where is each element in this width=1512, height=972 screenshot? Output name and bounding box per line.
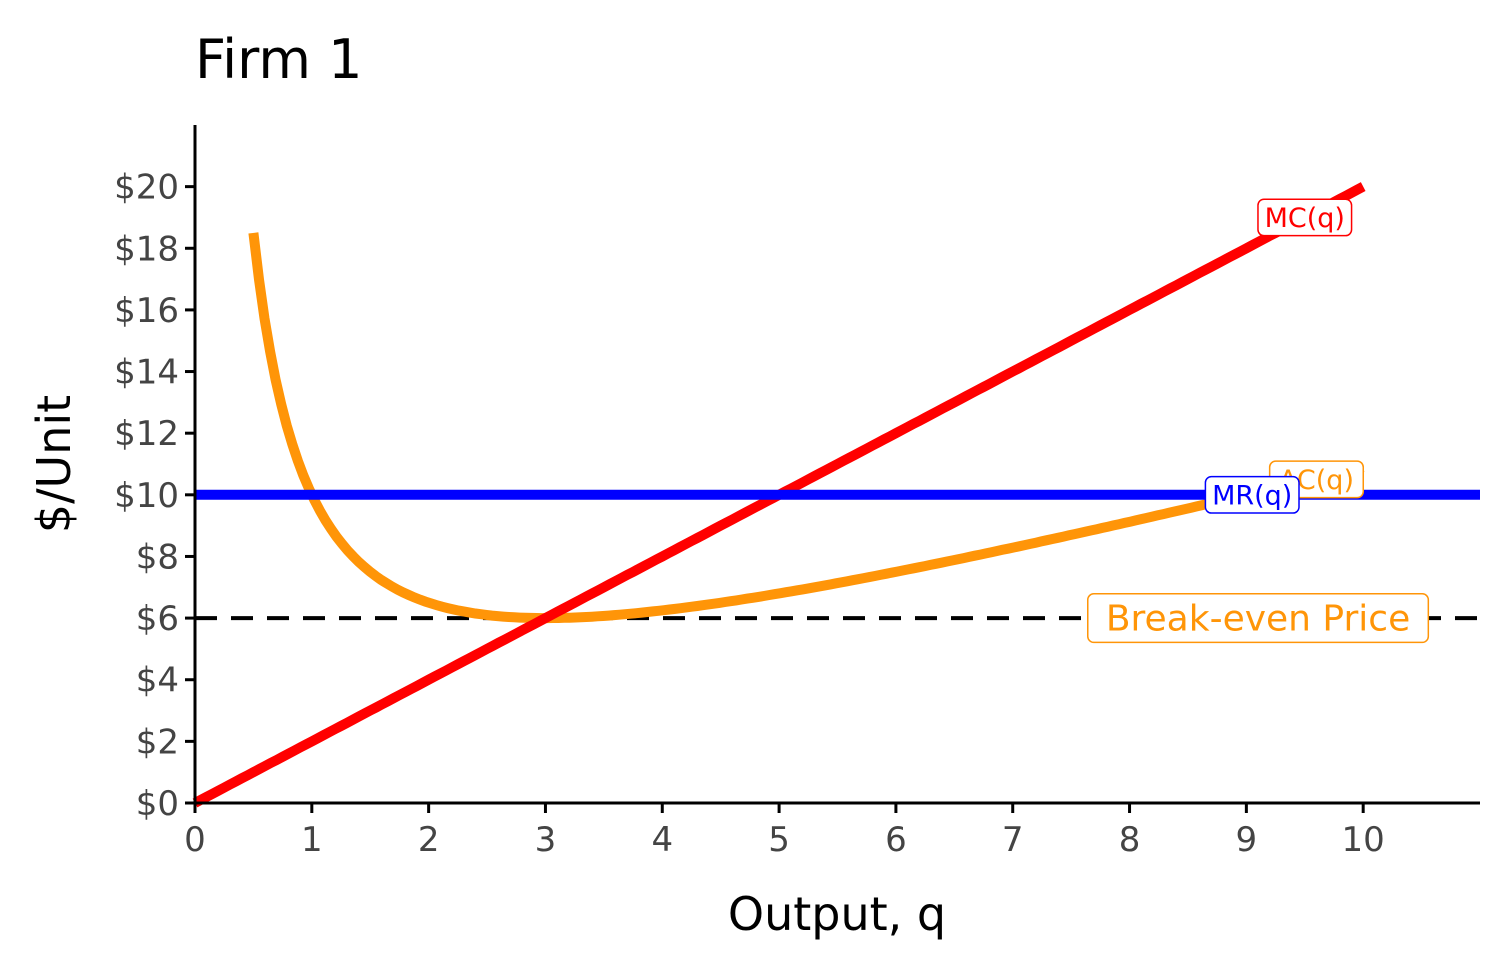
data-label-box	[1087, 593, 1430, 644]
y-tick-label: $6	[136, 599, 179, 639]
x-tick-label: 1	[301, 820, 323, 860]
data-label-box	[1204, 475, 1300, 514]
x-tick-label: 3	[535, 820, 557, 860]
y-axis-label: $/Unit	[27, 395, 81, 533]
y-tick-label: $0	[136, 784, 179, 824]
x-tick-label: 6	[885, 820, 907, 860]
y-tick-label: $18	[114, 229, 179, 269]
data-label-break-even-price: Break-even Price	[1087, 593, 1430, 644]
x-tick-label: 5	[768, 820, 790, 860]
data-label-text: MR(q)	[1212, 480, 1292, 511]
x-tick-label: 9	[1236, 820, 1258, 860]
x-tick-label: 4	[651, 820, 673, 860]
x-tick-label: 7	[1002, 820, 1024, 860]
y-tick-label: $16	[114, 291, 179, 331]
x-tick-label: 10	[1342, 820, 1385, 860]
y-tick-label: $2	[136, 722, 179, 762]
x-axis-label: Output, q	[728, 887, 946, 941]
chart-title: Firm 1	[195, 28, 363, 91]
data-label-text: MC(q)	[1265, 203, 1345, 234]
data-label-mr-q-: MR(q)	[1204, 475, 1300, 514]
data-label-text: Break-even Price	[1106, 599, 1410, 640]
y-tick-label: $14	[114, 353, 179, 393]
x-tick-label: 8	[1119, 820, 1141, 860]
data-label-mc-q-: MC(q)	[1257, 198, 1353, 237]
y-tick-label: $8	[136, 537, 179, 577]
series-line-ac-q-	[248, 232, 1365, 624]
y-tick-label: $12	[114, 414, 179, 454]
x-tick-label: 2	[418, 820, 440, 860]
x-tick-label: 0	[184, 820, 206, 860]
data-label-box	[1257, 198, 1353, 237]
y-tick-label: $4	[136, 661, 179, 701]
y-tick-label: $20	[114, 168, 179, 208]
y-tick-label: $10	[114, 476, 179, 516]
